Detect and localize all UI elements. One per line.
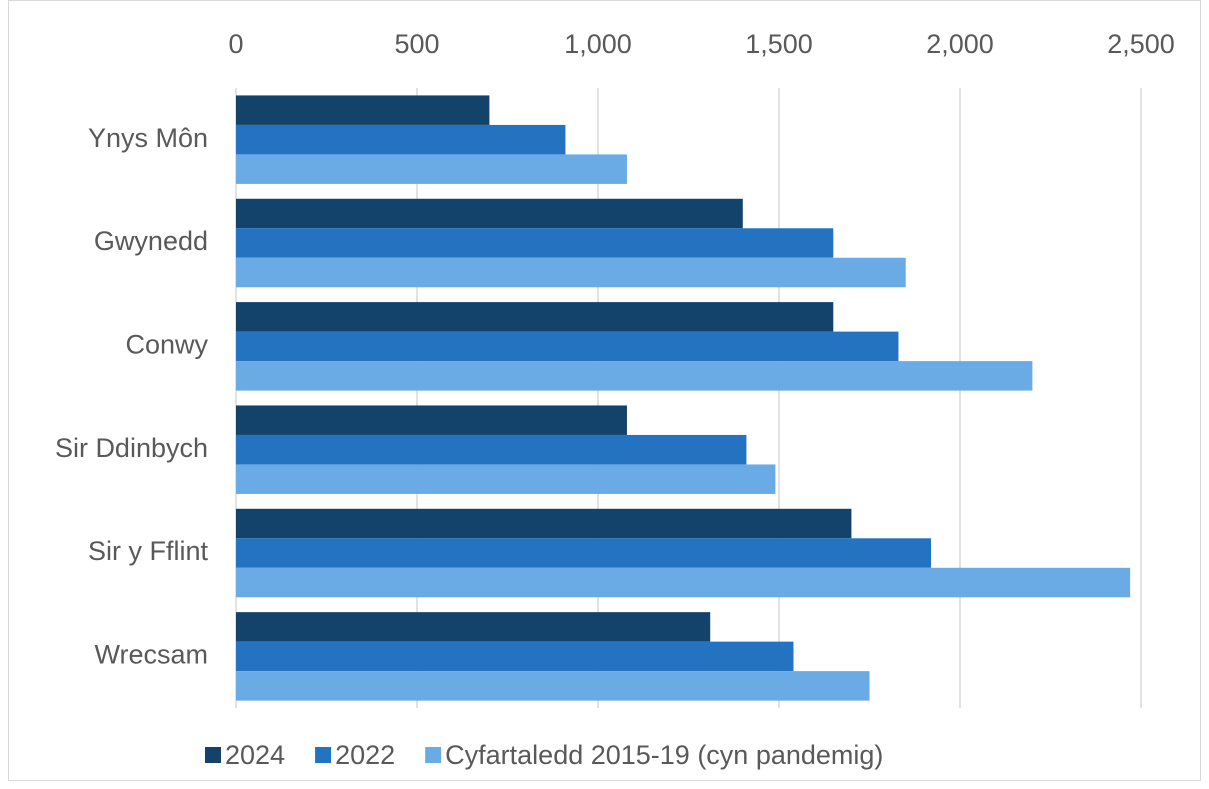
bar (236, 124, 566, 155)
x-tick-label: 2,500 (1107, 29, 1175, 59)
bar (236, 641, 794, 672)
bar (236, 154, 627, 184)
bar (236, 95, 490, 125)
y-tick-label: Sir Ddinbych (55, 433, 208, 463)
bar (236, 257, 906, 288)
legend-label: 2022 (335, 740, 395, 770)
x-tick-label: 1,000 (564, 29, 632, 59)
bar (236, 331, 899, 362)
bar (236, 612, 711, 642)
bar (236, 567, 1131, 598)
bar (236, 302, 834, 332)
bar (236, 538, 932, 568)
x-tick-label: 1,500 (745, 29, 813, 59)
y-tick-label: Sir y Fflint (88, 536, 209, 566)
legend-swatch (315, 747, 332, 763)
bar (236, 464, 776, 494)
bar (236, 671, 870, 701)
legend-label: Cyfartaledd 2015-19 (cyn pandemig) (445, 740, 883, 770)
bar (236, 405, 627, 435)
legend-label: 2024 (225, 740, 285, 770)
y-tick-label: Gwynedd (94, 226, 208, 256)
x-tick-label: 0 (228, 29, 243, 59)
legend-swatch (205, 747, 221, 763)
x-tick-label: 2,000 (926, 29, 994, 59)
bar (236, 228, 834, 258)
y-tick-label: Conwy (125, 329, 208, 359)
bar (236, 361, 1033, 391)
bar (236, 508, 852, 539)
y-tick-label: Ynys Môn (88, 123, 208, 153)
bar (236, 198, 743, 229)
y-tick-label: Wrecsam (94, 640, 208, 670)
bar (236, 434, 747, 465)
legend-swatch (425, 747, 442, 763)
x-tick-label: 500 (394, 29, 439, 59)
